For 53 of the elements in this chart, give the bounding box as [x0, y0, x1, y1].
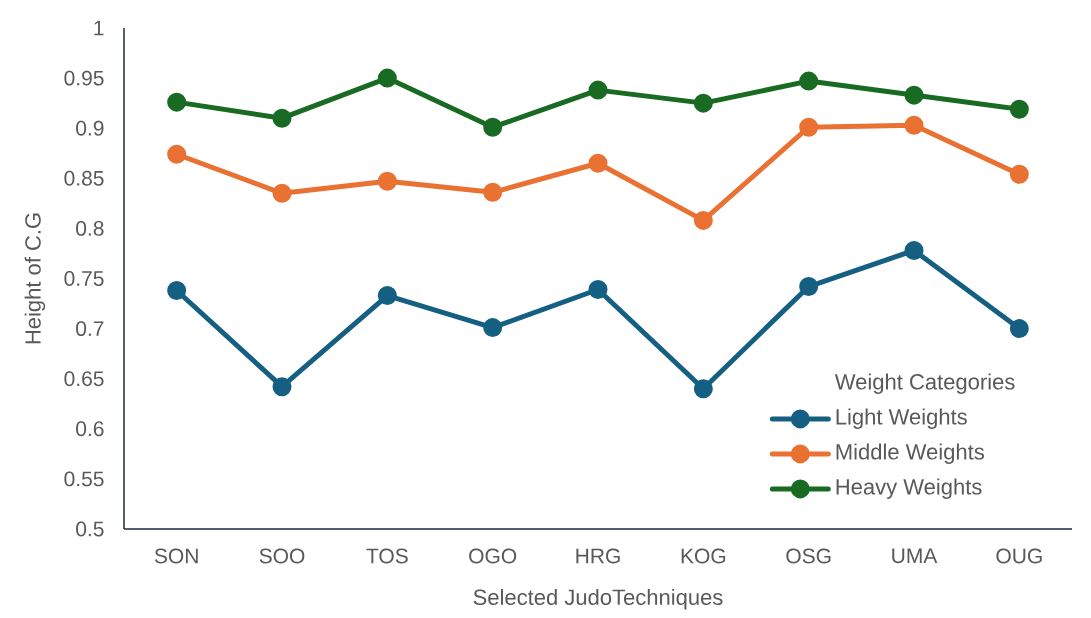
point — [272, 108, 292, 128]
point — [483, 117, 503, 137]
point — [904, 115, 924, 135]
point — [1009, 164, 1029, 184]
point — [588, 80, 608, 100]
x-tick-label: OUG — [996, 548, 1042, 564]
y-tick-label: 0.65 — [64, 371, 104, 387]
point — [904, 240, 924, 260]
point — [799, 277, 819, 297]
x-tick-label: TOS — [366, 548, 408, 564]
x-tick-label: SOO — [259, 548, 305, 564]
y-tick-label: 1 — [94, 20, 104, 36]
point — [272, 183, 292, 203]
x-tick-label: UMA — [892, 548, 938, 564]
x-tick-label: KOG — [681, 548, 726, 564]
point — [483, 318, 503, 338]
point — [693, 379, 713, 399]
point — [167, 92, 187, 112]
point — [1009, 99, 1029, 119]
point — [167, 144, 187, 164]
y-tick-label: 0.55 — [64, 471, 104, 487]
point — [588, 280, 608, 300]
point — [799, 71, 819, 91]
legend-label: Heavy Weights — [836, 478, 982, 499]
legend-title: Weight Categories — [834, 373, 1015, 394]
point — [377, 171, 397, 191]
point — [272, 377, 292, 397]
y-tick-label: 0.95 — [64, 70, 104, 86]
point — [1009, 319, 1029, 339]
point — [377, 68, 397, 88]
point — [904, 85, 924, 105]
point — [799, 117, 819, 137]
y-tick-label: 0.5 — [76, 521, 104, 537]
y-tick-label: 0.8 — [76, 220, 104, 236]
y-tick-label: 0.6 — [76, 421, 104, 437]
point — [693, 210, 713, 230]
y-tick-label: 0.75 — [64, 271, 104, 286]
y-tick-label: 0.9 — [76, 120, 104, 136]
y-axis-title: Height of C.G — [24, 213, 46, 344]
x-tick-label: SON — [154, 548, 198, 564]
legend-label: Light Weights — [836, 408, 967, 429]
x-axis-title: Selected JudoTechniques — [473, 588, 723, 610]
point — [377, 286, 397, 306]
x-tick-label: HRG — [576, 548, 620, 564]
point — [693, 93, 713, 113]
point — [167, 281, 187, 301]
y-tick-label: 0.7 — [76, 321, 104, 337]
point — [483, 182, 503, 202]
x-tick-label: OGO — [469, 548, 517, 564]
point — [588, 153, 608, 173]
legend-label: Middle Weights — [836, 443, 984, 464]
y-tick-label: 0.85 — [64, 170, 104, 186]
x-tick-label: OSG — [786, 548, 831, 564]
